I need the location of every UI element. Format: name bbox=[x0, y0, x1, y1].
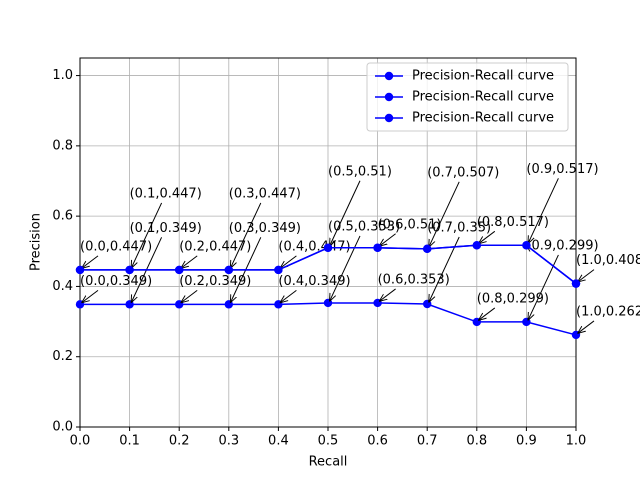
x-tick-label: 0.5 bbox=[318, 434, 339, 449]
annotation: (0.5,0.51) bbox=[328, 164, 392, 179]
point bbox=[423, 299, 432, 309]
point bbox=[423, 244, 432, 254]
point bbox=[323, 243, 333, 252]
annotation: (0.3,0.349) bbox=[229, 221, 301, 236]
point bbox=[224, 300, 233, 309]
annotation-arrow bbox=[429, 181, 460, 248]
annotation-arrow bbox=[528, 254, 559, 321]
point bbox=[373, 243, 382, 252]
annotation-arrow bbox=[379, 288, 396, 302]
x-tick-label: 0.6 bbox=[367, 434, 388, 449]
annotation-arrow bbox=[82, 255, 99, 269]
annotation: (0.4,0.349) bbox=[278, 274, 350, 289]
annotation: (0.2,0.349) bbox=[179, 274, 251, 289]
legend-label: Precision-Recall curve bbox=[412, 111, 554, 126]
annotation: (0.3,0.447) bbox=[229, 186, 301, 201]
annotation-arrow bbox=[181, 289, 198, 303]
legend-marker bbox=[384, 92, 394, 102]
x-tick-label: 0.3 bbox=[218, 434, 239, 449]
legend-marker bbox=[384, 113, 394, 123]
legend-box bbox=[366, 62, 569, 132]
y-axis-label: Precision bbox=[29, 213, 44, 271]
point bbox=[274, 265, 283, 275]
x-tick-label: 0.2 bbox=[169, 434, 190, 449]
annotation-arrow bbox=[578, 269, 595, 283]
annotation: (0.1,0.349) bbox=[130, 221, 202, 236]
point bbox=[125, 300, 134, 309]
annotation: (0.7,0.507) bbox=[427, 165, 499, 180]
annotation-arrow bbox=[478, 307, 496, 321]
point bbox=[571, 279, 581, 288]
annotation-arrow bbox=[82, 289, 99, 303]
point bbox=[224, 265, 233, 275]
annotation: (0.5,0.353) bbox=[328, 219, 400, 234]
annotation: (1.0,0.262) bbox=[576, 304, 640, 319]
point bbox=[472, 241, 481, 250]
annotation-arrow bbox=[280, 255, 297, 269]
annotation: (0.9,0.517) bbox=[526, 162, 598, 177]
annotation-arrow bbox=[280, 289, 297, 303]
annotation-arrow bbox=[330, 180, 361, 247]
y-tick-label: 0.2 bbox=[52, 349, 73, 364]
x-axis-label: Recall bbox=[309, 455, 348, 470]
annotation: (0.0,0.447) bbox=[80, 239, 152, 254]
annotation-arrow bbox=[230, 202, 262, 269]
y-tick-label: 0.8 bbox=[52, 138, 73, 153]
annotation-arrow bbox=[379, 233, 396, 247]
annotation-arrow bbox=[528, 178, 559, 244]
annotation-arrow bbox=[578, 320, 595, 334]
point bbox=[125, 265, 134, 275]
point bbox=[522, 241, 531, 250]
x-tick-label: 0.4 bbox=[268, 434, 289, 449]
annotation: (0.0,0.349) bbox=[80, 274, 152, 289]
x-tick-label: 0.9 bbox=[516, 434, 537, 449]
annotation: (0.6,0.353) bbox=[378, 272, 450, 287]
point bbox=[75, 265, 85, 275]
point bbox=[323, 298, 333, 308]
annotation-arrow bbox=[181, 255, 198, 269]
annotation-arrow bbox=[429, 236, 460, 303]
x-tick-label: 1.0 bbox=[566, 434, 587, 449]
point bbox=[522, 317, 531, 327]
annotation: (0.9,0.299) bbox=[526, 238, 598, 253]
annotation: (1.0,0.408) bbox=[576, 253, 640, 268]
annotation: (0.1,0.447) bbox=[130, 186, 202, 201]
x-tick-label: 0.7 bbox=[417, 434, 438, 449]
annotation-arrow bbox=[330, 235, 361, 302]
point bbox=[175, 265, 184, 275]
y-tick-label: 0.6 bbox=[52, 209, 73, 224]
legend-label: Precision-Recall curve bbox=[412, 69, 554, 84]
annotation: (0.2,0.447) bbox=[179, 239, 251, 254]
x-tick-label: 0.0 bbox=[70, 434, 91, 449]
y-tick-label: 1.0 bbox=[52, 68, 73, 83]
x-tick-label: 0.8 bbox=[466, 434, 487, 449]
annotation: (0.4,0.447) bbox=[278, 239, 350, 254]
annotation: (0.6,0.51) bbox=[378, 217, 442, 232]
x-tick-label: 0.1 bbox=[119, 434, 140, 449]
annotation: (0.8,0.517) bbox=[477, 215, 549, 230]
y-tick-label: 0.4 bbox=[52, 279, 73, 294]
annotation: (0.8,0.299) bbox=[477, 291, 549, 306]
annotation: (0.7,0.35) bbox=[427, 221, 491, 236]
legend-marker bbox=[384, 71, 394, 81]
annotation-arrow bbox=[131, 202, 163, 269]
legend-label: Precision-Recall curve bbox=[412, 90, 554, 105]
y-tick-label: 0.0 bbox=[52, 420, 73, 435]
annotation-arrow bbox=[478, 230, 496, 244]
